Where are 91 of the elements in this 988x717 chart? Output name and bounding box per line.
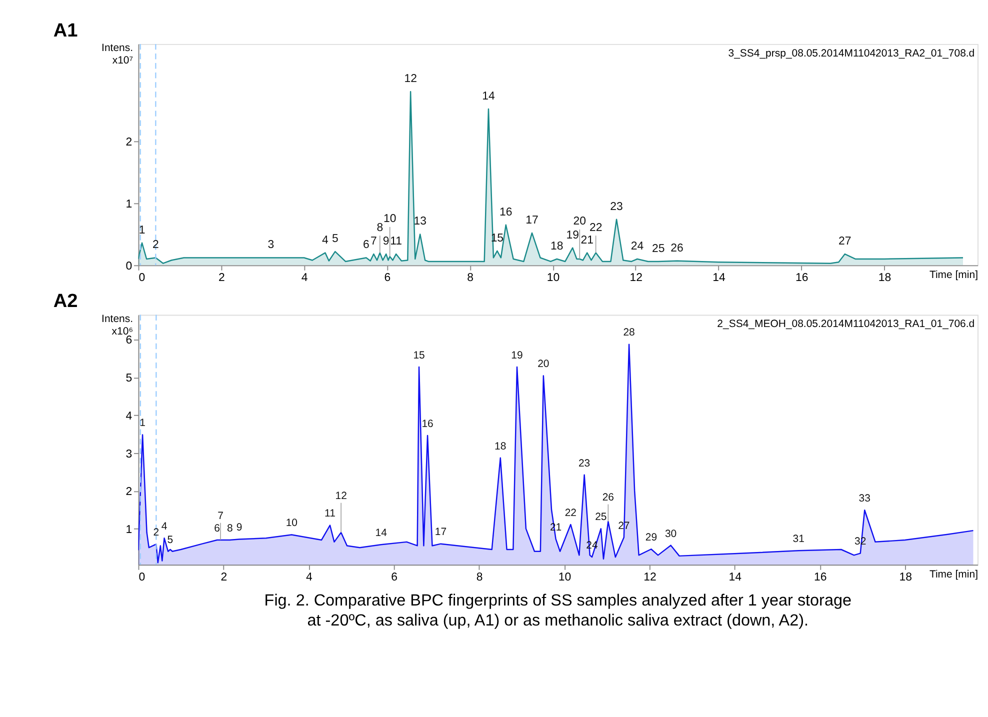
annotation: 8	[376, 222, 384, 234]
annotation: 28	[623, 328, 636, 339]
annotation: 17	[526, 214, 538, 226]
y-tick-label: 2	[126, 136, 132, 149]
annotation: 24	[630, 240, 644, 252]
x-tick-label: 0	[138, 571, 146, 584]
annotation: 11	[324, 508, 336, 520]
annotation: 16	[422, 418, 434, 430]
annotation: 2	[152, 239, 159, 252]
y-tick-label: 0	[126, 260, 132, 272]
annotation: 19	[511, 350, 523, 362]
annotation: 7	[370, 236, 377, 248]
annotation: 3	[268, 239, 274, 252]
caption: Fig. 2. Comparative BPC fingerprints of SS samples analyzed after 1 year storage at -20ºC, as saliva (up, A1) or as methanolic saliva extract (down, A2).	[264, 592, 852, 630]
annotation: 18	[550, 240, 564, 252]
annotation: 22	[589, 222, 602, 234]
x-tick-label: 2	[218, 272, 225, 284]
x-tick-label: 14	[728, 571, 742, 584]
annotation: 10	[383, 213, 396, 226]
x-tick-label: 16	[814, 571, 827, 584]
chart-title: A2	[53, 291, 78, 312]
chart-title: A1	[53, 20, 78, 42]
annotation: 12	[335, 491, 348, 502]
annotation: 6	[214, 523, 220, 534]
annotation: 26	[602, 492, 614, 504]
y-tick-label: 1	[126, 524, 132, 536]
y-tick-label: 3	[126, 448, 132, 460]
x-tick-label: 12	[644, 571, 656, 584]
x-tick-label: 18	[899, 571, 912, 584]
x-tick-label: 14	[712, 272, 726, 284]
annotation: 12	[404, 73, 417, 86]
annotation: 15	[413, 350, 426, 362]
annotation: 6	[363, 239, 370, 252]
x-tick-label: 4	[306, 571, 313, 584]
x-tick-label: 12	[630, 272, 642, 284]
annotation: 17	[434, 527, 447, 538]
x-tick-label: 16	[795, 272, 808, 284]
x-tick-label: 6	[384, 272, 391, 284]
annotation: 30	[664, 528, 677, 540]
x-tick-label: 6	[391, 571, 398, 584]
annotation: 13	[414, 216, 426, 228]
annotation: 11	[390, 236, 402, 248]
annotation: 31	[792, 534, 805, 546]
annotation: 19	[566, 229, 579, 242]
x-tick-label: 10	[546, 272, 560, 284]
annotation: 20	[573, 216, 586, 228]
annotation: 9	[236, 522, 242, 534]
annotation: 27	[838, 236, 852, 248]
annotation: 8	[226, 523, 233, 534]
x-tick-label: 10	[558, 571, 572, 584]
y-tick-label: 6	[126, 334, 132, 347]
annotation: 2	[153, 528, 160, 539]
annotation: 5	[167, 534, 174, 546]
annotation: 21	[580, 234, 594, 246]
y-tick-label: 1	[126, 198, 132, 211]
y-axis-title: Intens. x10⁷	[102, 43, 134, 66]
x-axis-title: Time [min]	[929, 570, 978, 581]
annotation: 22	[564, 508, 577, 519]
annotation: 33	[858, 494, 871, 505]
y-tick-label: 5	[126, 372, 132, 385]
annotation: 7	[218, 511, 224, 522]
annotation: 26	[670, 242, 684, 254]
annotation: 23	[610, 200, 623, 213]
annotation: 9	[382, 236, 390, 248]
y-tick-label: 2	[126, 486, 132, 498]
annotation: 2_SS4_MEOH_08.05.2014M11042013_RA1_01_706.d	[717, 319, 975, 330]
annotation: 1	[138, 224, 146, 236]
annotation: 23	[578, 458, 590, 470]
x-axis-title: Time [min]	[929, 270, 978, 282]
annotation: 14	[482, 90, 496, 102]
annotation: 4	[322, 234, 330, 246]
x-tick-label: 4	[301, 272, 308, 284]
annotation: 4	[161, 522, 168, 533]
y-axis-title: Intens. x10⁶	[102, 314, 134, 338]
annotation: 5	[332, 233, 338, 246]
annotation: 16	[500, 206, 512, 218]
annotation: 14	[375, 528, 388, 539]
x-tick-label: 2	[220, 571, 228, 584]
annotation: 25	[652, 242, 665, 255]
annotation: 10	[286, 518, 298, 530]
x-tick-label: 0	[138, 272, 146, 284]
y-tick-label: 4	[126, 410, 133, 422]
x-tick-label: 8	[476, 571, 483, 584]
x-tick-label: 8	[467, 272, 474, 284]
annotation: 25	[595, 512, 607, 524]
annotation: 29	[645, 532, 658, 544]
annotation: 20	[538, 359, 550, 370]
annotation: 1	[140, 418, 146, 430]
x-tick-label: 18	[878, 272, 892, 284]
annotation: 3_SS4_prsp_08.05.2014M11042013_RA2_01_708.d	[728, 48, 975, 60]
annotation: 18	[494, 441, 506, 452]
